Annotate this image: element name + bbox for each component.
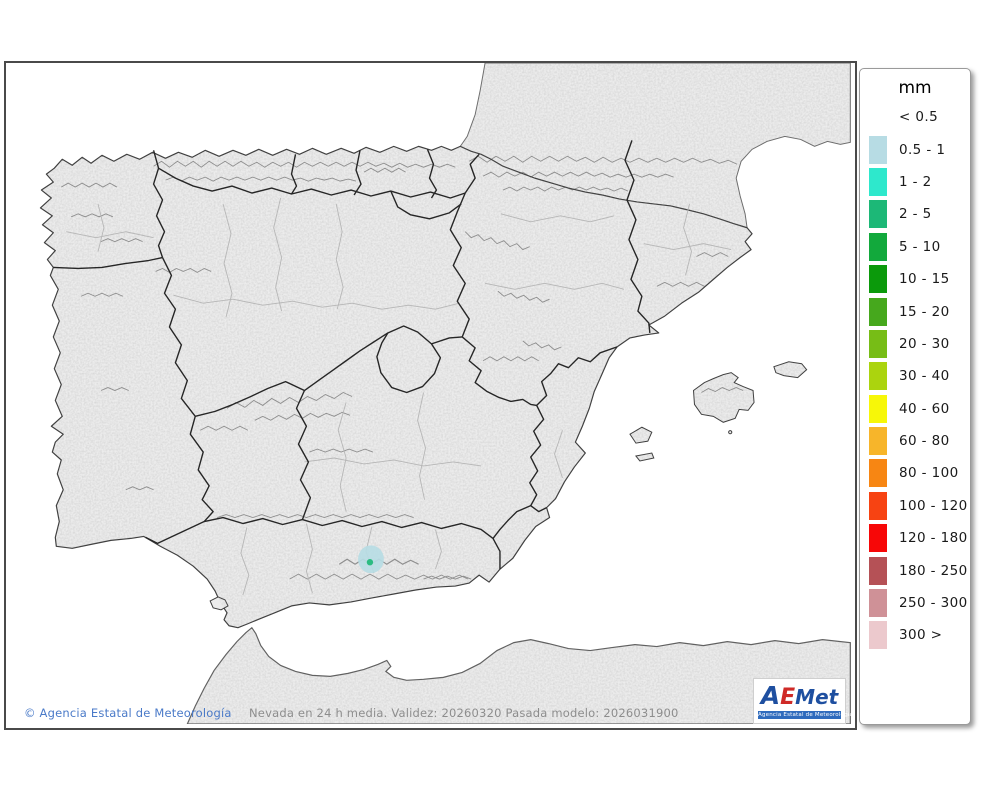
legend-label: 1 - 2 [899,173,932,190]
legend-row: 5 - 10 [860,231,970,263]
legend-label: 10 - 15 [899,271,950,288]
legend-label: 100 - 120 [899,497,968,514]
legend-row: 10 - 15 [860,263,970,295]
legend-row: 15 - 20 [860,295,970,327]
logo-letter-a: A [760,680,781,710]
logo-letter-e: E [780,684,796,710]
legend-label: 40 - 60 [899,400,950,417]
legend-label: 300 > [899,627,943,644]
legend-title: mm [898,78,932,98]
legend-label: 80 - 100 [899,465,959,482]
legend-label: 15 - 20 [899,303,950,320]
logo-letters-met: Met [795,684,839,709]
legend-row: 180 - 250 [860,554,970,586]
legend-label: 20 - 30 [899,335,950,352]
legend-label: 2 - 5 [899,206,932,223]
map-frame: © Agencia Estatal de Meteorología Nevada… [4,61,857,730]
legend-label: 0.5 - 1 [899,141,946,158]
legend-swatch [869,491,887,520]
legend-swatch [869,362,887,391]
legend-row: < 0.5 [860,101,970,133]
legend-row: 40 - 60 [860,393,970,425]
legend-row: 1 - 2 [860,166,970,198]
legend-label: 5 - 10 [899,238,941,255]
mountain-ridges [61,155,744,580]
legend-swatch [869,265,887,294]
legend-label: 30 - 40 [899,368,950,385]
legend-swatch [869,621,887,650]
legend-swatch [869,135,887,164]
legend-row: 300 > [860,619,970,651]
map-caption: Nevada en 24 h media. Validez: 20260320 … [249,706,679,720]
legend-swatch [869,329,887,358]
legend-row: 120 - 180 [860,522,970,554]
legend-swatch [869,427,887,456]
iberia-weather-map [39,63,851,724]
legend-label: 180 - 250 [899,562,968,579]
legend-label: < 0.5 [899,109,939,126]
legend-row: 250 - 300 [860,587,970,619]
legend-label: 250 - 300 [899,595,968,612]
legend-rows: < 0.5 0.5 - 1 1 - 2 2 - 5 5 - 10 10 - 15… [860,101,970,652]
aemet-logo-wordmark: AEMet [761,683,838,709]
snow-patch-core [366,559,374,566]
legend-row: 100 - 120 [860,490,970,522]
legend-row: 80 - 100 [860,457,970,489]
community-borders [53,140,651,570]
legend-row: 30 - 40 [860,360,970,392]
legend-swatch [869,459,887,488]
copyright-text: © Agencia Estatal de Meteorología [24,706,232,720]
legend-panel: mm < 0.5 0.5 - 1 1 - 2 2 - 5 5 - 10 10 -… [859,68,971,725]
legend-swatch [869,103,887,131]
legend-swatch [869,524,887,553]
legend-row: 60 - 80 [860,425,970,457]
legend-swatch [869,167,887,196]
aemet-logo-tagline: Agencia Estatal de Meteorología [758,710,854,720]
legend-swatch [869,394,887,423]
aemet-logo: AEMet Agencia Estatal de Meteorología [753,678,854,724]
cabrera-island [728,430,733,435]
legend-swatch [869,232,887,261]
legend-swatch [869,589,887,618]
legend-swatch [869,297,887,326]
legend-row: 0.5 - 1 [860,133,970,165]
legend-swatch [869,556,887,585]
legend-label: 120 - 180 [899,530,968,547]
legend-row: 2 - 5 [860,198,970,230]
legend-label: 60 - 80 [899,433,950,450]
legend-swatch [869,200,887,229]
legend-row: 20 - 30 [860,328,970,360]
